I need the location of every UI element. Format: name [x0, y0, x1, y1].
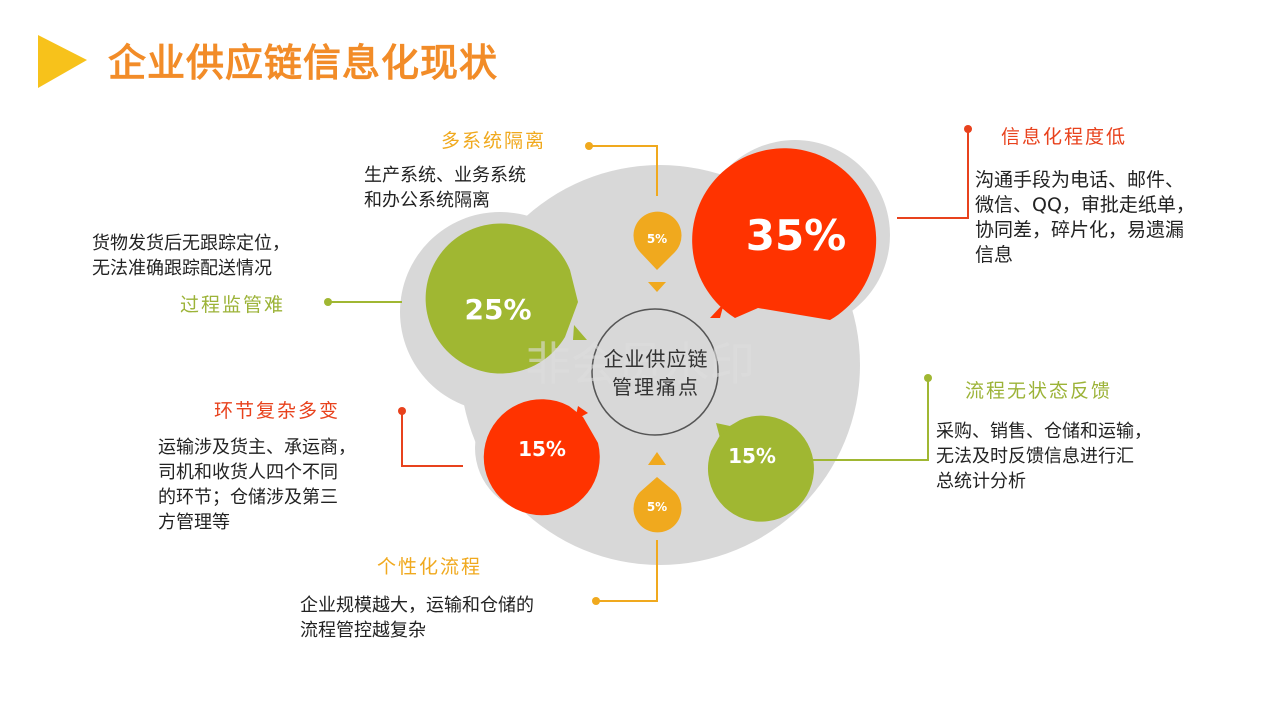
bubble-multi-system — [633, 211, 682, 270]
percent-info-low: 35% — [746, 211, 847, 260]
desc-process-monitor: 货物发货后无跟踪定位， 无法准确跟踪配送情况 — [92, 231, 290, 281]
desc-line: 司机和收货人四个不同 — [158, 462, 338, 483]
percent-personalized: 5% — [647, 500, 667, 514]
label-multi-system: 多系统隔离 — [441, 130, 547, 152]
desc-line: 流程管控越复杂 — [300, 620, 426, 641]
watermark: 非会员水印 — [525, 337, 755, 391]
desc-line: 方管理等 — [158, 512, 230, 533]
percent-complex-links: 15% — [518, 437, 566, 461]
desc-personalized: 企业规模越大，运输和仓储的 流程管控越复杂 — [300, 593, 534, 643]
center-line-1: 企业供应链 — [604, 347, 709, 371]
bubble-process-monitor — [425, 223, 578, 374]
desc-no-feedback: 采购、销售、仓储和运输， 无法及时反馈信息进行汇 总统计分析 — [936, 419, 1152, 494]
center-line-2: 管理痛点 — [612, 375, 700, 399]
connector-lines — [328, 129, 969, 602]
label-process-monitor: 过程监管难 — [180, 294, 286, 316]
desc-line: 企业规模越大，运输和仓储的 — [300, 595, 534, 616]
desc-complex-links: 运输涉及货主、承运商， 司机和收货人四个不同 的环节；仓储涉及第三 方管理等 — [158, 435, 356, 535]
label-no-feedback: 流程无状态反馈 — [965, 380, 1113, 402]
desc-multi-system: 生产系统、业务系统 和办公系统隔离 — [364, 163, 526, 213]
bubble-personalized — [633, 477, 682, 533]
desc-line: 无法及时反馈信息进行汇 — [936, 446, 1134, 467]
desc-line: 信息 — [975, 244, 1014, 266]
desc-line: 协同差，碎片化，易遗漏 — [975, 219, 1185, 241]
desc-line: 和办公系统隔离 — [364, 190, 490, 211]
center-circle — [591, 308, 719, 436]
percent-multi-system: 5% — [647, 232, 667, 246]
percent-process-monitor: 25% — [464, 293, 531, 326]
desc-line: 沟通手段为电话、邮件、 — [975, 169, 1185, 191]
desc-line: 无法准确跟踪配送情况 — [92, 258, 272, 279]
bubble-complex-links — [483, 399, 600, 516]
desc-info-low: 沟通手段为电话、邮件、 微信、QQ，审批走纸单， 协同差，碎片化，易遗漏 信息 — [975, 168, 1195, 268]
desc-line: 采购、销售、仓储和运输， — [936, 421, 1152, 442]
desc-line: 生产系统、业务系统 — [364, 165, 526, 186]
bubble-no-feedback — [707, 415, 814, 522]
title-triangle-icon — [38, 35, 87, 88]
label-info-low: 信息化程度低 — [1001, 126, 1128, 148]
percent-no-feedback: 15% — [728, 444, 776, 468]
bubble-info-low — [692, 148, 877, 320]
label-complex-links: 环节复杂多变 — [214, 400, 341, 422]
desc-line: 总统计分析 — [936, 471, 1026, 492]
page-title: 企业供应链信息化现状 — [108, 41, 499, 85]
desc-line: 运输涉及货主、承运商， — [158, 437, 356, 458]
label-personalized: 个性化流程 — [377, 556, 483, 578]
arrow-markers — [573, 282, 730, 465]
connector-dots — [324, 125, 972, 605]
desc-line: 微信、QQ，审批走纸单， — [975, 194, 1195, 216]
desc-line: 货物发货后无跟踪定位， — [92, 233, 290, 254]
desc-line: 的环节；仓储涉及第三 — [158, 487, 338, 508]
